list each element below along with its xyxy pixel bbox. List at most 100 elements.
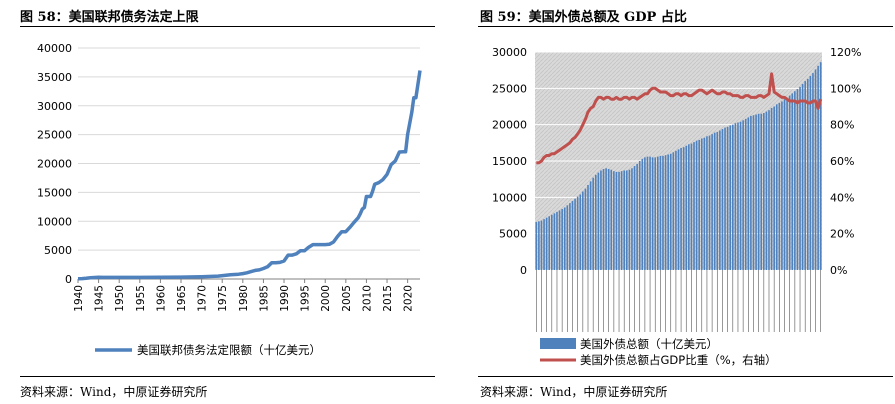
external-debt-bar — [794, 91, 796, 270]
external-debt-bar — [685, 145, 688, 270]
external-debt-bar — [654, 157, 657, 270]
y-right-tick-label: 120% — [830, 46, 861, 59]
external-debt-bar — [675, 150, 677, 270]
external-debt-bar — [713, 132, 716, 270]
external-debt-bar — [812, 73, 814, 270]
x-tick-label: 1975 — [217, 285, 229, 312]
external-debt-bar — [786, 97, 788, 270]
external-debt-bar — [625, 170, 628, 270]
external-debt-bar — [631, 168, 633, 270]
external-debt-bar — [737, 122, 739, 271]
external-debt-bar — [680, 147, 682, 270]
external-debt-bar — [540, 220, 543, 270]
external-debt-bar — [561, 208, 563, 270]
external-debt-bar — [677, 149, 680, 270]
external-debt-bar — [757, 113, 760, 271]
external-debt-bar — [773, 106, 775, 270]
external-debt-bar — [804, 81, 806, 270]
external-debt-bar — [744, 118, 747, 270]
external-debt-bar — [582, 191, 584, 270]
left-source-rule — [20, 376, 435, 377]
external-debt-bar — [765, 111, 768, 270]
x-tick-label: 2005 — [341, 285, 353, 312]
external-debt-bar — [610, 169, 613, 270]
external-debt-bar — [592, 177, 594, 270]
external-debt-bar — [783, 99, 786, 270]
y-left-tick-label: 20000 — [492, 119, 527, 132]
external-debt-bar — [806, 78, 809, 270]
external-debt-bar — [548, 216, 551, 270]
external-debt-bar — [615, 171, 618, 270]
external-debt-bar — [814, 69, 817, 270]
external-debt-bar — [628, 169, 631, 270]
y-left-tick-label: 10000 — [492, 191, 527, 204]
debt-to-gdp-line — [536, 72, 823, 165]
external-debt-bar — [587, 184, 589, 270]
external-debt-bar — [649, 156, 651, 270]
external-debt-bar — [690, 143, 693, 270]
y-tick-label: 35000 — [37, 71, 72, 84]
external-debt-bar — [584, 188, 587, 270]
external-debt-bar — [760, 113, 763, 271]
external-debt-bar — [716, 131, 719, 270]
x-tick-label: 1955 — [135, 285, 147, 312]
external-debt-bar — [644, 157, 646, 270]
x-tick-label: 2020 — [403, 285, 415, 312]
legend-label-debt-to-gdp: 美国外债总额占GDP比重（%，右轴） — [580, 353, 777, 367]
external-debt-bar — [597, 172, 600, 270]
y-right-tick-label: 0% — [830, 264, 847, 277]
external-debt-bar — [703, 137, 706, 270]
external-debt-bar — [755, 114, 757, 271]
external-debt-bar — [700, 138, 703, 270]
external-debt-bar — [732, 124, 734, 270]
external-debt-bar — [708, 135, 711, 270]
external-debt-bar — [781, 101, 783, 270]
x-tick-label: 1980 — [238, 285, 250, 312]
external-debt-bar — [739, 121, 742, 270]
y-tick-label: 0 — [65, 273, 72, 286]
external-debt-bar — [711, 134, 713, 270]
external-debt-bar — [791, 93, 794, 270]
external-debt-bar — [662, 155, 664, 270]
external-debt-bar — [638, 161, 641, 270]
y-left-tick-label: 15000 — [492, 155, 527, 168]
legend-label-debt-limit: 美国联邦债务法定限额（十亿美元） — [137, 343, 321, 357]
external-debt-bar — [752, 115, 755, 270]
x-tick-label: 1965 — [176, 285, 188, 312]
debt-limit-line — [77, 70, 422, 281]
right-title-rule — [478, 26, 893, 27]
external-debt-bar — [579, 194, 582, 270]
external-debt-bar — [641, 158, 644, 270]
external-debt-bar — [801, 83, 804, 270]
external-debt-bar — [576, 196, 579, 270]
x-tick-label: 1950 — [114, 285, 126, 312]
external-debt-bar — [545, 217, 548, 270]
external-debt-bar — [589, 181, 592, 270]
y-tick-label: 20000 — [37, 158, 72, 171]
y-tick-label: 25000 — [37, 129, 72, 142]
external-debt-bar — [799, 86, 801, 270]
y-tick-label: 10000 — [37, 215, 72, 228]
external-debt-bar — [605, 168, 607, 270]
external-debt-bar — [796, 89, 799, 270]
x-tick-label: 1970 — [197, 285, 209, 312]
external-debt-bar — [729, 125, 732, 270]
external-debt-bar — [618, 171, 620, 270]
right-figure: 图 59：美国外债总额及 GDP 占比 0 5000 10000 15000 20000… — [460, 0, 895, 404]
external-debt-bar — [724, 127, 726, 270]
y-tick-label: 40000 — [37, 42, 72, 55]
external-debt-bar — [602, 168, 605, 270]
external-debt-bar — [817, 65, 819, 270]
external-debt-bar — [574, 198, 576, 270]
external-debt-bar — [719, 130, 721, 270]
external-debt-bar — [778, 102, 781, 271]
x-tick-label: 1945 — [94, 285, 106, 312]
y-tick-label: 30000 — [37, 100, 72, 113]
external-debt-bar — [553, 213, 556, 270]
x-tick-label: 2015 — [382, 285, 394, 312]
external-debt-bar — [770, 107, 773, 270]
external-debt-bar — [672, 152, 675, 270]
external-debt-bar — [623, 170, 625, 270]
left-title-rule — [20, 26, 435, 27]
external-debt-bar — [563, 207, 566, 270]
